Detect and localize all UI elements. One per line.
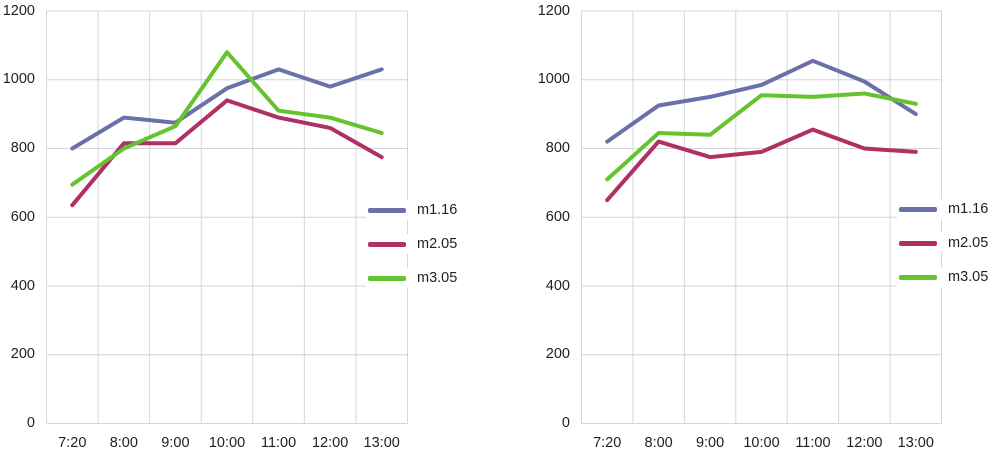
legend-swatch-m1.16: [899, 206, 937, 212]
legend-item-m3.05: m3.05: [897, 267, 1000, 287]
x-axis-tick-label: 8:00: [109, 435, 138, 451]
series-line-m1.16: [70, 67, 384, 151]
y-axis-tick-label: 200: [10, 346, 35, 363]
y-axis-tick-label: 0: [26, 415, 35, 431]
legend-item-m3.05: m3.05: [366, 268, 476, 288]
x-axis-tick-label: 12:00: [846, 435, 883, 451]
x-axis-tick-label: 13:00: [363, 435, 400, 451]
x-axis-tick-label: 13:00: [897, 435, 934, 451]
x-axis-tick-label: 10:00: [208, 435, 246, 451]
y-axis-tick-label: 600: [545, 208, 570, 225]
legend-label-m3.05: m3.05: [417, 270, 458, 286]
legend-label-m2.05: m2.05: [417, 236, 458, 252]
y-axis-tick-label: 1200: [2, 2, 35, 19]
legend-left-chart: m1.16 m2.05 m3.05: [366, 200, 476, 302]
legend-item-m2.05: m2.05: [366, 234, 476, 254]
y-axis-tick-label: 1000: [537, 71, 570, 88]
y-axis-tick-label: 400: [10, 277, 35, 294]
series-line-m3.05: [605, 91, 918, 182]
series-line-m3.05: [70, 50, 384, 187]
y-axis-tick-label: 600: [10, 208, 35, 225]
legend-swatch-m2.05: [368, 241, 406, 247]
legend-item-m1.16: m1.16: [366, 200, 476, 220]
legend-swatch-m2.05: [899, 240, 937, 246]
y-axis-tick-label: 200: [545, 346, 570, 363]
y-axis-tick-label: 800: [10, 140, 35, 156]
legend-swatch-m1.16: [368, 207, 406, 213]
legend-right-chart: m1.16 m2.05 m3.05: [897, 199, 1000, 301]
x-axis-tick-label: 8:00: [644, 435, 673, 451]
y-axis-tick-label: 1200: [537, 2, 570, 19]
legend-label-m1.16: m1.16: [417, 202, 458, 218]
legend-swatch-m3.05: [368, 275, 406, 281]
x-axis-tick-label: 11:00: [795, 435, 831, 451]
x-axis-tick-label: 9:00: [161, 435, 190, 451]
legend-swatch-m3.05: [899, 274, 937, 280]
y-axis-tick-label: 400: [545, 277, 570, 294]
chart-0: [46, 10, 408, 424]
x-axis-tick-label: 11:00: [260, 435, 297, 451]
x-axis-tick-label: 9:00: [695, 435, 725, 451]
series-line-m2.05: [70, 98, 384, 208]
legend-item-m1.16: m1.16: [897, 199, 1000, 219]
legend-label-m2.05: m2.05: [948, 235, 989, 251]
x-axis-tick-label: 12:00: [311, 435, 349, 451]
legend-label-m1.16: m1.16: [948, 201, 989, 217]
chart-1: [581, 10, 942, 424]
legend-label-m3.05: m3.05: [948, 269, 989, 285]
series-line-m2.05: [605, 127, 918, 203]
y-axis-tick-label: 800: [545, 140, 570, 156]
series-line-m1.16: [605, 58, 918, 144]
x-axis-tick-label: 10:00: [743, 435, 780, 451]
x-axis-tick-label: 7:20: [593, 435, 622, 451]
x-axis-tick-label: 7:20: [58, 435, 87, 451]
y-axis-tick-label: 0: [561, 415, 570, 431]
legend-item-m2.05: m2.05: [897, 233, 1000, 253]
y-axis-tick-label: 1000: [2, 71, 35, 88]
